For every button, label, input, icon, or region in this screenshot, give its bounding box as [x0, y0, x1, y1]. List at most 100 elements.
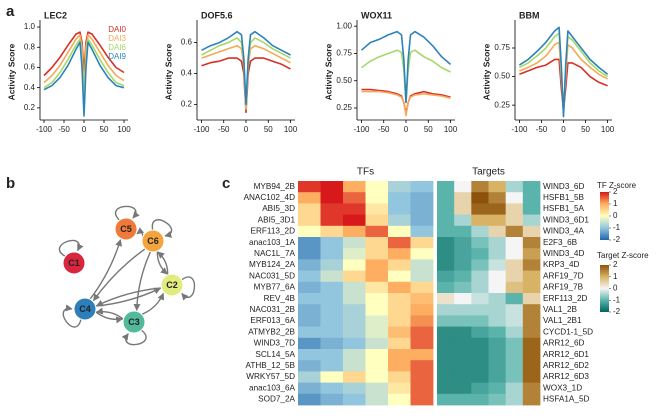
x-tick-label: 50 [264, 125, 273, 134]
colorbar [600, 265, 609, 312]
heatmap-cell [522, 281, 541, 294]
heatmap-cell [388, 192, 411, 204]
network-edge [95, 287, 162, 307]
heatmap-cell [343, 237, 366, 249]
x-tick-label: -100 [511, 125, 528, 134]
heatmap-cell [298, 259, 321, 271]
heatmap-cell [437, 237, 455, 249]
heatmap-cell [471, 304, 489, 316]
row-label: HSFB1_5B [543, 193, 584, 202]
x-tick-label: 50 [100, 125, 109, 134]
heatmap-cell [454, 270, 472, 283]
heatmap-cell [343, 259, 366, 271]
network-edge [141, 292, 165, 315]
series-line [360, 30, 452, 104]
heatmap-cell [410, 214, 434, 227]
heatmap-cell [522, 393, 541, 406]
heatmap-cell [388, 270, 411, 283]
row-label: REV_4B [264, 294, 296, 303]
heatmap-cell [488, 315, 507, 327]
legend-entry: DAI3 [108, 34, 126, 43]
heatmap-cell [410, 270, 434, 283]
heatmap-cell [522, 214, 541, 227]
heatmap-cell [471, 237, 489, 249]
heatmap-cell [388, 371, 411, 383]
heatmap-cell [437, 270, 455, 283]
heatmap-cell [365, 270, 389, 283]
colorbar-tick-label: -1 [613, 223, 621, 232]
row-label: E2F3_6B [543, 238, 578, 247]
heatmap-cell [365, 192, 389, 204]
colorbar-tick-label: 0 [613, 211, 618, 220]
row-label: anac103_6A [249, 383, 296, 392]
heatmap-cell [320, 248, 344, 260]
heatmap-cell [365, 315, 389, 327]
series-line [201, 44, 291, 110]
heatmap-cell [522, 371, 541, 383]
heatmap-cell [388, 293, 411, 305]
network-edge [62, 304, 82, 328]
heatmap-cell [454, 382, 472, 395]
heatmap-cell [488, 270, 507, 283]
heatmap-cell [410, 371, 434, 383]
heatmap-cell [437, 315, 455, 327]
network-node [73, 297, 97, 321]
heatmap-cell [320, 214, 344, 227]
heatmap-cell [320, 349, 344, 361]
row-label: ARR12_6D3 [543, 372, 589, 381]
network-edge [133, 251, 152, 312]
heatmap-cell [437, 181, 455, 193]
heatmap-cell [522, 315, 541, 327]
heatmap-cell [365, 203, 389, 215]
x-tick-label: 50 [424, 125, 433, 134]
heatmap-cell [454, 349, 472, 361]
heatmap-cell [454, 214, 472, 227]
heatmap-cell [410, 382, 434, 395]
heatmap-cell [505, 270, 524, 283]
heatmap-cell [471, 203, 489, 215]
block-title: TFs [357, 167, 374, 178]
series-line [201, 30, 291, 106]
network-edge [121, 329, 147, 346]
heatmap-cell [343, 382, 366, 395]
heatmap-cell [410, 237, 434, 249]
heatmap-cell [388, 337, 411, 350]
node-label: C1 [68, 258, 80, 268]
heatmap-cell [505, 360, 524, 372]
heatmap-cell [343, 214, 366, 227]
y-axis-label: Activity Score [163, 43, 173, 100]
heatmap-cell [388, 203, 411, 215]
heatmap-cell [320, 304, 344, 316]
heatmap-cell [343, 393, 366, 406]
y-tick-label: 0.25 [336, 103, 352, 112]
heatmap-cell [454, 337, 472, 350]
heatmap-cell [522, 326, 541, 339]
y-tick-label: 0.75 [336, 49, 352, 58]
heatmap-cell [365, 393, 389, 406]
heatmap-cell [505, 382, 524, 395]
row-label: NAC031_2B [249, 305, 295, 314]
heatmap-cell [388, 237, 411, 249]
heatmap-cell [365, 360, 389, 372]
x-tick-label: -100 [193, 125, 210, 134]
heatmap-cell [298, 214, 321, 227]
colorbar-tick-label: 2 [613, 260, 618, 269]
heatmap-cell [388, 393, 411, 406]
heatmap-cell [343, 360, 366, 372]
heatmap-cell [365, 337, 389, 350]
panel-label: c [222, 175, 230, 192]
heatmap-cell [298, 360, 321, 372]
x-tick-label: -50 [536, 125, 548, 134]
row-label: WIND3_6D1 [543, 215, 589, 224]
colorbar [600, 192, 609, 240]
heatmap-cell [505, 304, 524, 316]
heatmap-cell [488, 337, 507, 350]
heatmap-cell [488, 293, 507, 305]
heatmap-cell [437, 326, 455, 339]
node-label: C4 [79, 304, 91, 314]
heatmap-cell [505, 181, 524, 193]
heatmap-cell [298, 382, 321, 395]
heatmap-cell [505, 349, 524, 361]
heatmap-cell [454, 304, 472, 316]
heatmap-cell [437, 337, 455, 350]
